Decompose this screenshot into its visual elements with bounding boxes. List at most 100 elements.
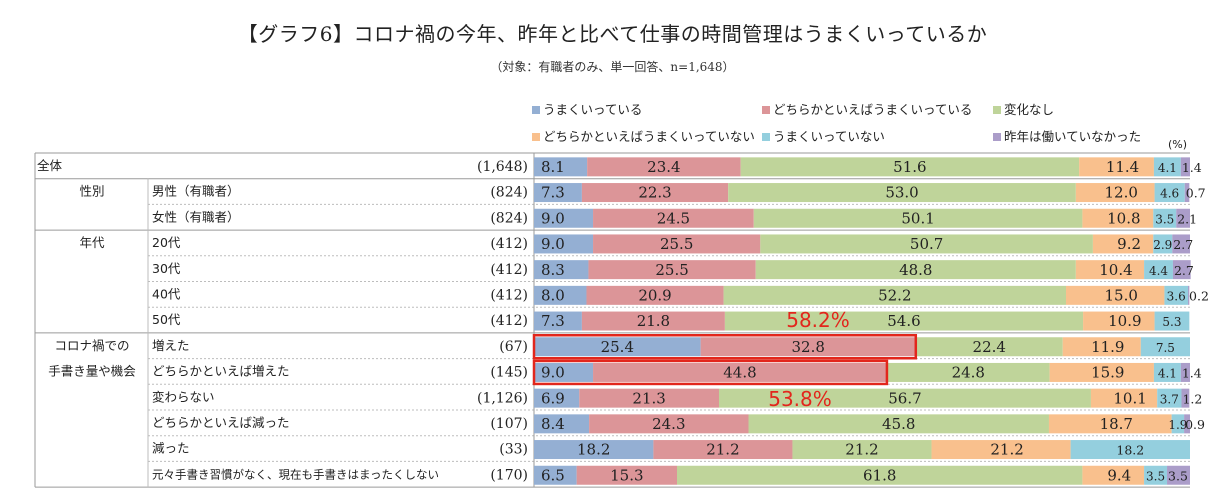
- data-label: 25.4: [601, 338, 634, 356]
- data-label: 25.5: [655, 261, 688, 279]
- data-label: 12.0: [1105, 184, 1138, 202]
- bar-segment: [593, 208, 754, 228]
- bar-segment: [700, 337, 916, 357]
- legend-swatch: [532, 133, 540, 141]
- bar-segment: [1048, 414, 1172, 434]
- bar-segment: [1153, 208, 1177, 228]
- data-label: 3.7: [1160, 392, 1179, 406]
- bar-segment: [718, 388, 1091, 408]
- chart-subtitle: （対象：有職者のみ、単一回答、n=1,648）: [490, 60, 735, 74]
- row-n: (1,648): [477, 159, 528, 175]
- chart-title: 【グラフ6】コロナ禍の今年、昨年と比べて仕事の時間管理はうまくいっているか: [237, 22, 988, 46]
- legend-label: うまくいっている: [543, 102, 643, 117]
- bar-segment: [593, 234, 761, 254]
- bar-segment: [1075, 260, 1145, 280]
- legend-swatch: [993, 133, 1001, 141]
- bar-segment: [1154, 311, 1190, 331]
- data-label: 1.4: [1182, 160, 1202, 175]
- row-label: どちらかといえば減った: [152, 415, 290, 430]
- data-label: 48.8: [899, 261, 932, 279]
- bar-segment: [1172, 260, 1191, 280]
- row-n: (824): [490, 185, 528, 201]
- data-label: 22.3: [638, 184, 671, 202]
- bar-segment: [581, 183, 729, 203]
- data-label: 1.9: [1168, 418, 1187, 432]
- bar-segment: [1082, 208, 1154, 228]
- bar-segment: [589, 414, 749, 434]
- bar-segment: [1164, 285, 1189, 305]
- data-label: 45.8: [882, 415, 915, 433]
- data-label: 51.6: [893, 158, 926, 176]
- bar-segment: [653, 440, 793, 460]
- data-label: 50.7: [910, 235, 943, 253]
- data-label: 23.4: [647, 158, 680, 176]
- bar-segment: [1083, 311, 1155, 331]
- data-label: 9.0: [541, 364, 565, 382]
- data-label: 8.0: [541, 287, 565, 305]
- bar-segment: [586, 285, 724, 305]
- data-label: 4.6: [1160, 187, 1179, 201]
- data-label: 3.5: [1155, 212, 1174, 226]
- group-label-handwriting: 手書き量や機会: [48, 364, 136, 379]
- data-label: 0.2: [1189, 289, 1209, 304]
- data-label: 50.1: [901, 209, 934, 227]
- legend-label: どちらかといえばうまくいっていない: [543, 129, 755, 144]
- data-label: 10.9: [1108, 312, 1141, 330]
- data-label: 54.6: [887, 312, 920, 330]
- bar-segment: [1172, 234, 1190, 254]
- bar-segment: [1082, 465, 1145, 485]
- bar-segment: [588, 260, 756, 280]
- legend-swatch: [993, 106, 1001, 114]
- unit-label: (%): [1168, 138, 1188, 151]
- legend-item: うまくいっていない: [762, 126, 885, 145]
- legend-item: 昨年は働いていなかった: [993, 126, 1141, 145]
- legend-item: 変化なし: [993, 99, 1054, 118]
- bar-segment: [534, 260, 589, 280]
- bar-segment: [534, 311, 582, 331]
- bar-segment: [760, 234, 1093, 254]
- bar-segment: [576, 465, 678, 485]
- legend-label: うまくいっていない: [773, 129, 885, 144]
- data-label: 5.3: [1162, 315, 1181, 329]
- row-n: (145): [490, 365, 528, 381]
- bar-segment: [1090, 388, 1158, 408]
- row-n: (33): [499, 442, 528, 458]
- legend-label: 変化なし: [1004, 102, 1055, 117]
- bar-segment: [1144, 260, 1173, 280]
- bar-segment: [1066, 285, 1165, 305]
- bar-segment: [792, 440, 932, 460]
- group-label-handwriting: コロナ禍での: [54, 338, 129, 353]
- bar-segment: [753, 208, 1083, 228]
- bar-segment: [1153, 157, 1181, 177]
- bar-segment: [740, 157, 1080, 177]
- highlight-box: [532, 334, 918, 360]
- row-label: 変わらない: [152, 389, 215, 404]
- row-n: (824): [490, 210, 528, 226]
- bar-segment: [1140, 337, 1190, 357]
- bar-segment: [534, 234, 594, 254]
- data-label: 9.0: [541, 235, 565, 253]
- row-n: (67): [499, 339, 528, 355]
- data-label: 3.5: [1168, 468, 1188, 483]
- bar-segment: [593, 362, 887, 382]
- bar-segment: [1062, 337, 1141, 357]
- data-label: 56.7: [888, 389, 921, 407]
- bar-segment: [728, 183, 1076, 203]
- bar-segment: [1184, 414, 1190, 434]
- legend-item: うまくいっている: [532, 99, 642, 118]
- row-label: 40代: [152, 287, 181, 302]
- highlight-box: [532, 359, 889, 386]
- row-label: 50代: [152, 312, 181, 327]
- data-label: 1.4: [1182, 366, 1202, 381]
- legend-item: どちらかといえばうまくいっていない: [532, 126, 755, 145]
- data-label: 21.2: [990, 441, 1023, 459]
- legend-swatch: [762, 106, 770, 114]
- bar-segment: [1176, 208, 1190, 228]
- data-label: 4.4: [1149, 264, 1168, 278]
- row-label: どちらかといえば増えた: [152, 364, 290, 379]
- row-n: (412): [490, 313, 528, 329]
- row-label: 増えた: [152, 338, 190, 353]
- legend-label: どちらかといえばうまくいっている: [773, 102, 973, 117]
- legend-swatch: [532, 106, 540, 114]
